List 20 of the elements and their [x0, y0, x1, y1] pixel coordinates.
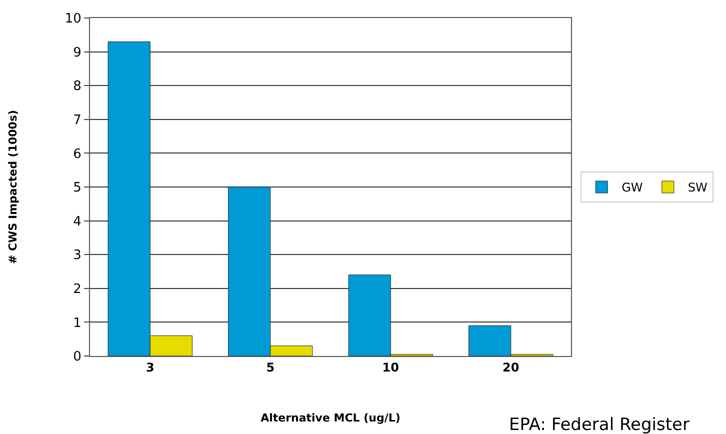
x-tick-label: 20	[502, 360, 520, 374]
text: EPA: Federal Register	[509, 415, 690, 434]
y-tick-label: 7	[73, 112, 82, 128]
y-tick-label: 2	[73, 282, 82, 297]
y-tick-label: 10	[64, 12, 82, 27]
y-tick-label: 4	[73, 214, 82, 230]
y-tick-label: 5	[73, 180, 82, 196]
x-tick-label: 3	[146, 360, 154, 374]
x-axis-title: Alternative MCL (ug/L)	[260, 412, 400, 425]
x-tick-label: 10	[382, 360, 399, 374]
y-tick-label: 1	[73, 316, 82, 331]
x-tick-label: 5	[266, 360, 275, 374]
y-tick-label: 3	[73, 248, 82, 264]
y-tick-label: 0	[73, 350, 82, 365]
legend-label: SW	[688, 180, 708, 195]
y-tick-label: 8	[73, 79, 82, 94]
y-tick-label: 6	[73, 146, 82, 162]
y-tick-label: 9	[73, 45, 82, 60]
legend-label: GW	[622, 180, 643, 195]
y-axis-title: # CWS Impacted (1000s)	[6, 110, 20, 264]
